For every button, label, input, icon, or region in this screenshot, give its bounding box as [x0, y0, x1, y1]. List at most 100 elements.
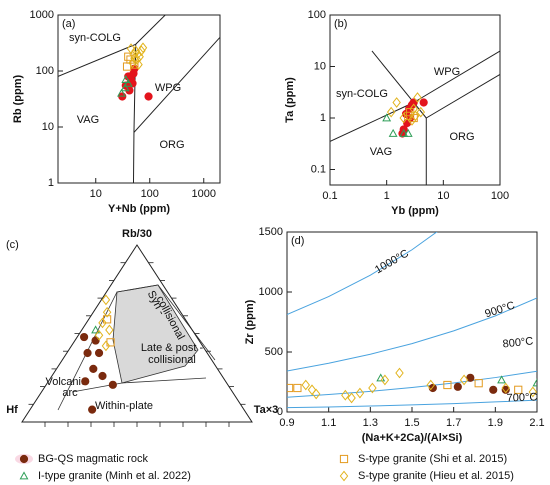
point — [144, 92, 153, 101]
x-tick-label: 1.3 — [363, 417, 378, 429]
point — [459, 374, 469, 386]
field-boundary — [135, 15, 166, 45]
point — [102, 306, 112, 318]
point — [121, 75, 131, 84]
point — [94, 329, 104, 341]
point — [293, 383, 302, 393]
field-boundary — [413, 50, 500, 103]
field-label: WPG — [155, 82, 181, 94]
curve-label: 900°C — [484, 299, 517, 320]
point — [489, 385, 498, 394]
plot-frame — [286, 231, 538, 413]
plot-frame — [57, 14, 221, 184]
y-tick-label: 500 — [265, 346, 283, 358]
point — [380, 374, 390, 386]
point — [101, 294, 111, 306]
x-tick-label: 10 — [437, 190, 449, 202]
panel-label: (c) — [6, 239, 19, 251]
point — [287, 383, 294, 393]
point — [386, 106, 396, 118]
x-tick-label: 1.7 — [446, 417, 461, 429]
point — [426, 379, 435, 391]
field-boundary — [426, 74, 500, 119]
legend-label: S-type granite (Hieu et al. 2015) — [358, 470, 514, 482]
field-boundary — [71, 377, 207, 393]
y-axis-title: Ta (ppm) — [284, 77, 296, 123]
field-label: Volcanic — [46, 376, 87, 388]
point — [497, 375, 507, 384]
point — [91, 336, 100, 345]
field-label: ORG — [159, 139, 184, 151]
x-tick-label: 0.1 — [322, 190, 337, 202]
x-tick-label: 1 — [384, 190, 390, 202]
saturation-curve — [287, 370, 537, 398]
y-tick-label: 1000 — [259, 286, 283, 298]
x-tick-label: 100 — [141, 188, 159, 200]
point — [89, 364, 98, 373]
x-tick-label: 1.5 — [404, 417, 419, 429]
point — [132, 54, 142, 65]
point — [81, 377, 90, 386]
point — [341, 389, 350, 401]
point — [528, 386, 537, 398]
point — [122, 62, 132, 71]
point — [120, 83, 130, 92]
point — [98, 371, 107, 381]
legend-label: S-type granite (Shi et al. 2015) — [358, 453, 507, 465]
field-label: arc — [62, 387, 78, 399]
point — [91, 325, 101, 334]
point — [403, 128, 413, 137]
point — [399, 112, 408, 124]
field-label: WPG — [434, 66, 460, 78]
y-axis-title: Rb (ppm) — [12, 75, 24, 124]
ternary-fields — [21, 244, 253, 423]
field-boundary — [57, 284, 159, 411]
point — [105, 324, 114, 336]
field-boundary — [58, 43, 136, 77]
y-tick-label: 100 — [36, 65, 54, 77]
point — [453, 382, 462, 391]
apex-label: Rb/30 — [122, 228, 152, 240]
point — [501, 382, 510, 394]
x-tick-label: 100 — [491, 190, 509, 202]
apex-label: Ta×3 — [254, 404, 279, 416]
field-boundary — [157, 284, 216, 361]
field-boundary — [371, 50, 427, 119]
y-tick-label: 1500 — [259, 226, 283, 238]
y-tick-label: 1000 — [30, 9, 54, 21]
plot-area — [330, 50, 500, 185]
point — [124, 52, 133, 61]
point — [392, 97, 401, 108]
field-label: syn-COLG — [69, 32, 121, 44]
point — [388, 128, 398, 137]
field-label: syn-COLG — [336, 88, 388, 100]
point — [355, 387, 365, 399]
y-tick-label: 0 — [277, 406, 283, 418]
field-label: Late & post - — [141, 342, 204, 354]
curve-label: 1000°C — [373, 247, 411, 276]
plot-area — [287, 232, 537, 409]
panel-label: (b) — [334, 18, 347, 30]
point — [399, 128, 409, 137]
x-tick-label: 1.9 — [488, 417, 503, 429]
point — [307, 384, 317, 396]
plot-area — [58, 15, 220, 183]
point — [407, 114, 417, 126]
point — [368, 382, 377, 394]
point — [382, 113, 392, 122]
x-axis-title: (Na+K+2Ca)/(Al×Si) — [362, 432, 463, 444]
saturation-curve — [287, 232, 438, 316]
point — [413, 92, 422, 103]
legend-marker — [19, 454, 29, 464]
point — [130, 52, 139, 64]
legend-marker — [19, 471, 29, 480]
y-axis-title: Zr (ppm) — [244, 299, 256, 344]
point — [134, 59, 143, 71]
point — [347, 392, 356, 404]
point — [108, 380, 117, 389]
point — [466, 373, 475, 382]
apex-label: Hf — [6, 404, 18, 416]
point — [416, 106, 426, 118]
legend-marker — [339, 454, 349, 464]
